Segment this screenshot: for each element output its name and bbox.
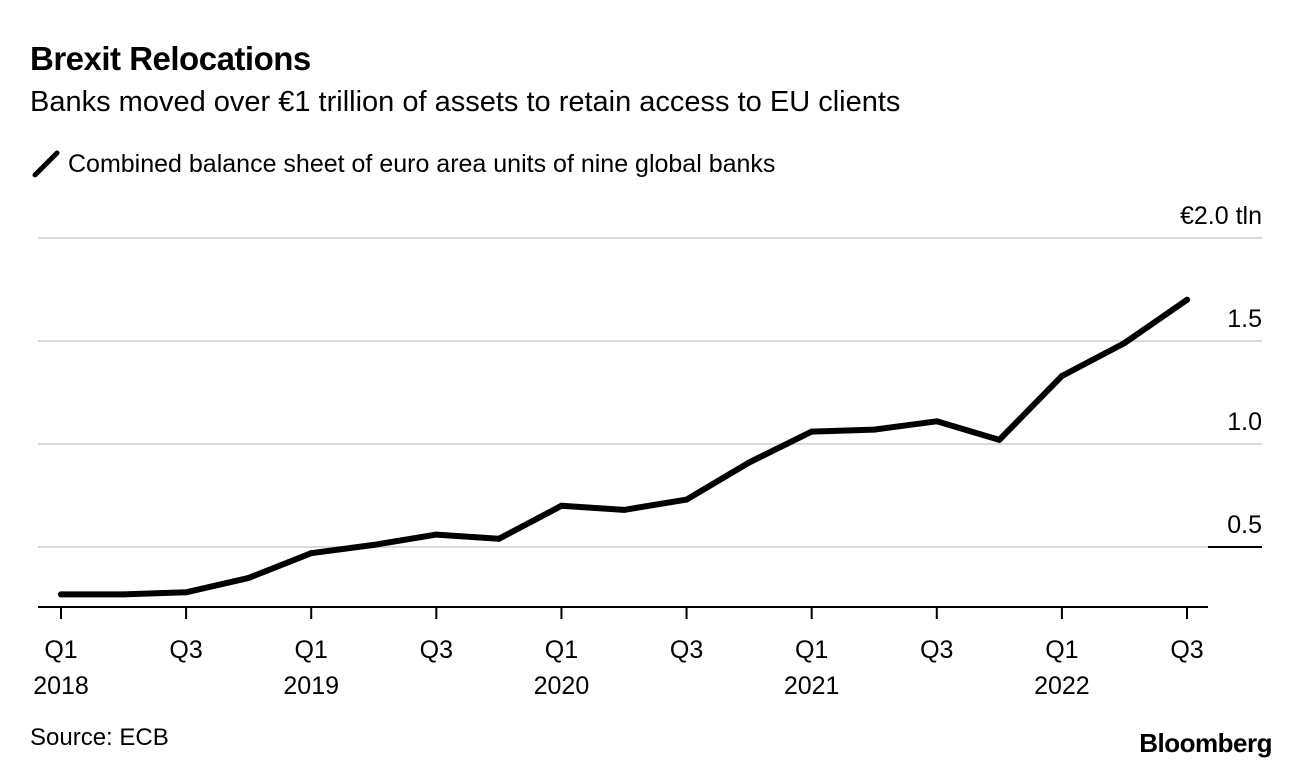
y-tick-label: 1.0 [1227, 408, 1262, 436]
data-point [1121, 340, 1128, 347]
legend-line-icon [32, 150, 60, 178]
data-point [746, 459, 753, 466]
data-point [621, 506, 627, 513]
x-tick-year-label: 2020 [534, 672, 590, 700]
data-point [871, 426, 878, 433]
source-note: Source: ECB [30, 724, 169, 751]
data-point [558, 502, 565, 509]
x-tick-year-label: 2022 [1034, 672, 1090, 700]
chart-subtitle: Banks moved over €1 trillion of assets t… [30, 86, 901, 118]
data-point [1058, 373, 1065, 380]
y-tick-label: €2.0 tln [1180, 202, 1262, 230]
x-tick-label: Q1 [1045, 636, 1078, 664]
x-tick-year-label: 2018 [33, 672, 89, 700]
data-point [495, 535, 502, 542]
data-point [245, 574, 252, 581]
x-tick-label: Q3 [920, 636, 953, 664]
chart-title: Brexit Relocations [30, 40, 311, 77]
data-point [370, 541, 377, 548]
x-tick-label: Q3 [169, 636, 202, 664]
x-tick-label: Q1 [44, 636, 77, 664]
y-tick-label: 1.5 [1227, 305, 1262, 333]
x-tick-label: Q3 [670, 636, 703, 664]
x-tick-label: Q1 [795, 636, 828, 664]
bloomberg-logo: Bloomberg [1139, 728, 1272, 758]
x-tick-year-label: 2021 [784, 672, 840, 700]
x-tick-label: Q3 [420, 636, 453, 664]
data-point [933, 418, 940, 425]
legend: Combined balance sheet of euro area unit… [30, 148, 775, 180]
data-point [996, 436, 1003, 443]
data-point [183, 589, 190, 596]
x-tick-label: Q1 [295, 636, 328, 664]
x-tick-label: Q1 [545, 636, 578, 664]
y-tick-label: 0.5 [1227, 511, 1262, 539]
legend-label: Combined balance sheet of euro area unit… [68, 149, 776, 178]
x-tick-year-label: 2019 [283, 672, 339, 700]
data-point [308, 550, 315, 557]
data-point [58, 591, 64, 598]
x-tick-label: Q3 [1170, 636, 1203, 664]
data-point [433, 531, 440, 538]
data-point [808, 428, 815, 435]
data-point [683, 496, 690, 503]
data-point [120, 591, 127, 598]
series-line [58, 296, 1190, 598]
data-point [1184, 296, 1190, 303]
